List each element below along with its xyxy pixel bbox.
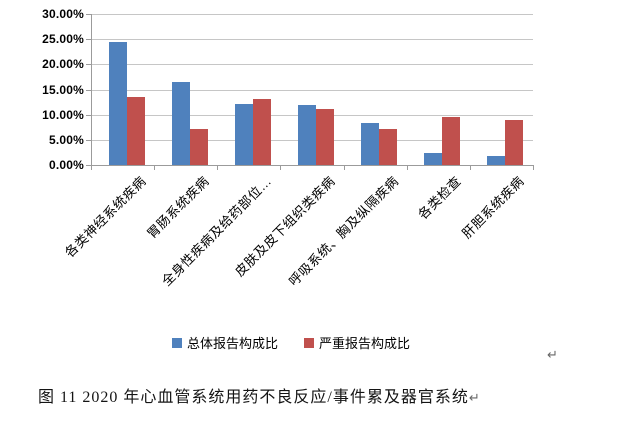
legend-swatch-total bbox=[171, 337, 182, 348]
paragraph-return-mark: ↵ bbox=[547, 348, 558, 363]
x-tick bbox=[154, 166, 156, 170]
x-tick bbox=[343, 166, 345, 170]
gridline bbox=[91, 14, 533, 15]
figure-caption-text: 图 11 2020 年心血管系统用药不良反应/事件累及器官系统 bbox=[38, 389, 469, 406]
gridline bbox=[91, 64, 533, 66]
legend-label-serious: 严重报告构成比 bbox=[319, 336, 411, 351]
gridline bbox=[91, 89, 533, 91]
bar-total-3 bbox=[298, 105, 316, 165]
category-label-0: 各类神经系统疾病 bbox=[61, 173, 149, 261]
bar-total-5 bbox=[424, 152, 443, 165]
category-label-6: 肝胆系统疾病 bbox=[459, 173, 528, 242]
bar-total-4 bbox=[361, 123, 380, 165]
y-tick-label: 30.00% bbox=[42, 7, 84, 21]
y-tick bbox=[86, 89, 91, 91]
bar-serious-6 bbox=[505, 120, 524, 165]
legend-item-total: 总体报告构成比 bbox=[171, 333, 278, 352]
y-tick-label: 0.00% bbox=[48, 158, 84, 172]
y-tick-label: 15.00% bbox=[42, 82, 84, 97]
plot-area bbox=[91, 14, 533, 165]
caption-return-mark: ↵ bbox=[468, 391, 481, 406]
legend-item-serious: 严重报告构成比 bbox=[304, 333, 410, 352]
chart-legend: 总体报告构成比 严重报告构成比 bbox=[91, 333, 491, 352]
y-tick-label: 5.00% bbox=[48, 132, 84, 147]
bar-total-0 bbox=[108, 41, 127, 165]
x-tick bbox=[217, 166, 219, 170]
category-label-1: 胃肠系统疾病 bbox=[143, 173, 212, 242]
y-tick-label: 10.00% bbox=[42, 107, 84, 122]
y-tick bbox=[86, 14, 91, 15]
legend-swatch-serious bbox=[304, 337, 314, 348]
category-label-4: 呼吸系统、胸及纵隔疾病 bbox=[285, 173, 402, 289]
bar-total-2 bbox=[234, 103, 253, 165]
y-tick-label: 25.00% bbox=[42, 32, 84, 47]
bar-serious-1 bbox=[189, 128, 208, 165]
category-label-2: 全身性疾病及给药部位… bbox=[159, 173, 275, 289]
x-axis-line bbox=[87, 165, 534, 166]
category-label-5: 各类检查 bbox=[415, 173, 465, 223]
bar-serious-2 bbox=[252, 99, 271, 165]
y-tick bbox=[86, 114, 91, 116]
x-tick bbox=[533, 166, 534, 170]
x-tick bbox=[406, 166, 408, 170]
gridline bbox=[91, 39, 533, 41]
y-axis-line bbox=[91, 14, 92, 166]
bar-serious-5 bbox=[442, 117, 461, 165]
y-tick bbox=[86, 64, 91, 66]
bar-serious-3 bbox=[316, 108, 334, 165]
figure-caption: 图 11 2020 年心血管系统用药不良反应/事件累及器官系统↵ bbox=[38, 383, 598, 407]
legend-label-total: 总体报告构成比 bbox=[186, 336, 278, 351]
y-tick bbox=[86, 139, 91, 141]
y-tick-label: 20.00% bbox=[42, 57, 84, 72]
x-tick bbox=[91, 166, 92, 170]
x-tick bbox=[469, 166, 471, 170]
bar-serious-0 bbox=[126, 96, 145, 165]
x-tick bbox=[280, 166, 282, 170]
bar-total-6 bbox=[487, 156, 506, 165]
bar-serious-4 bbox=[379, 128, 398, 165]
y-tick bbox=[86, 39, 91, 41]
bar-total-1 bbox=[171, 82, 190, 165]
